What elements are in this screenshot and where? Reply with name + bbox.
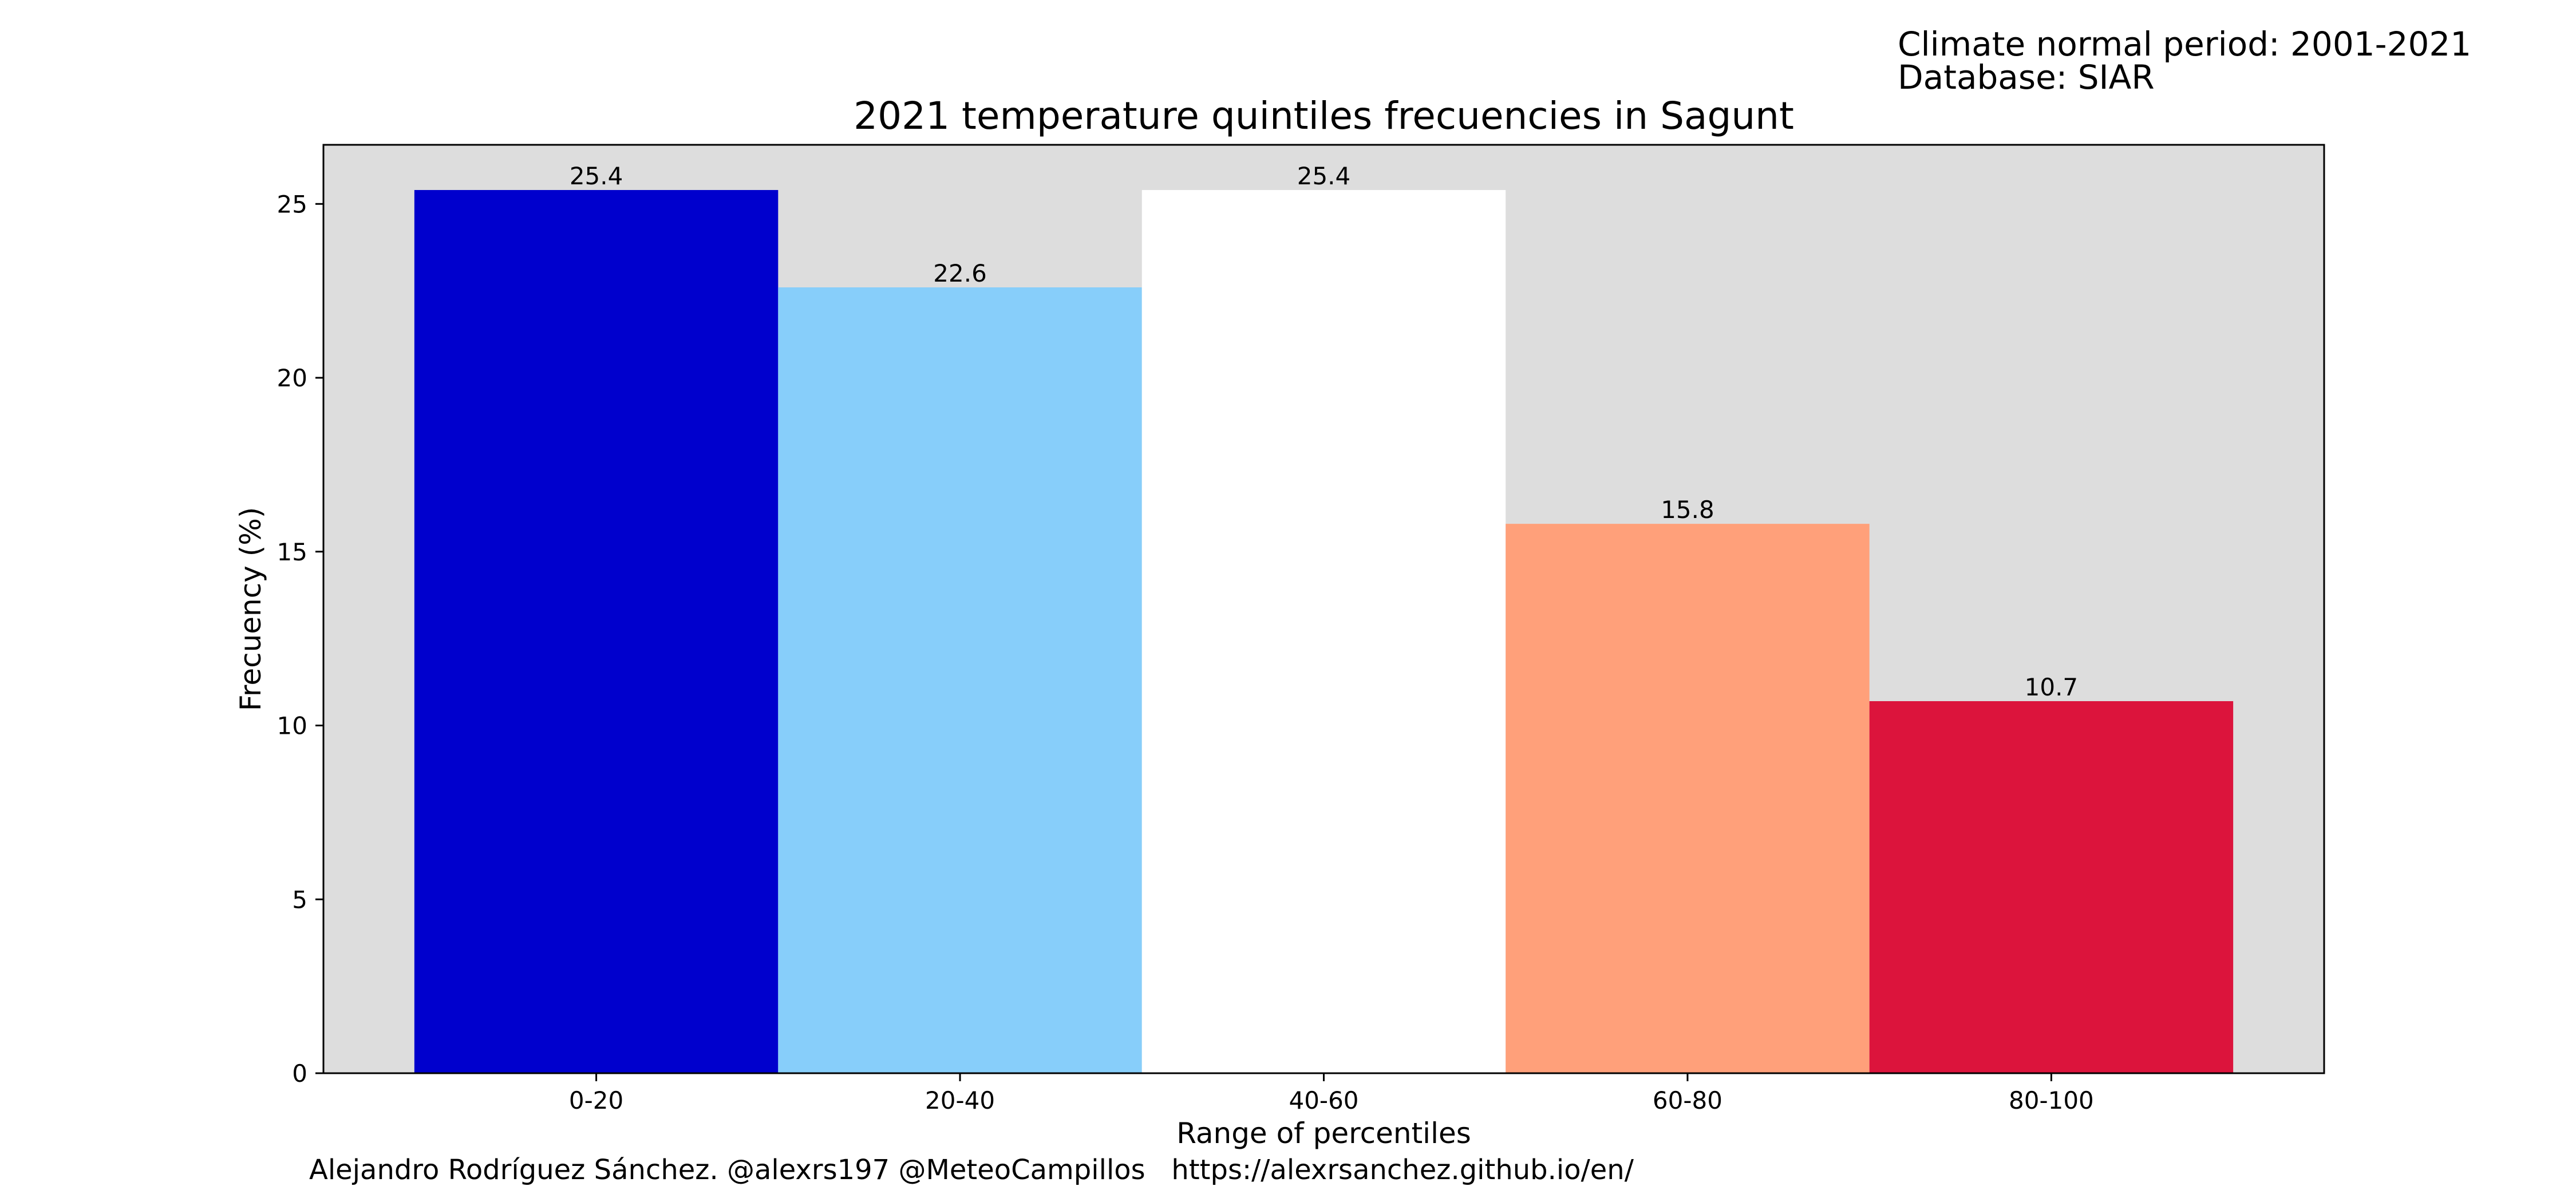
bar-40-60 xyxy=(1141,189,1506,1074)
x-tick-label-60-80: 60-80 xyxy=(1653,1086,1722,1114)
chart-title: 2021 temperature quintiles frecuencies i… xyxy=(854,94,1794,138)
x-axis-label: Range of percentiles xyxy=(1176,1117,1471,1150)
author-credits: Alejandro Rodríguez Sánchez. @alexrs197 … xyxy=(309,1154,1634,1186)
bar-0-20 xyxy=(414,189,779,1074)
y-tick-label-0: 0 xyxy=(292,1059,307,1088)
y-tick-label-20: 20 xyxy=(277,364,307,392)
y-tick-label-5: 5 xyxy=(292,885,307,914)
x-tick-label-40-60: 40-60 xyxy=(1289,1086,1358,1114)
y-axis-label: Frecuency (%) xyxy=(234,507,267,711)
data-label-60-80: 15.8 xyxy=(1661,496,1714,524)
data-label-0-20: 25.4 xyxy=(570,162,623,190)
bar-20-40 xyxy=(778,287,1142,1073)
x-tick-label-20-40: 20-40 xyxy=(925,1086,995,1114)
climate-normal-period-label: Climate normal period: 2001-2021 xyxy=(1898,25,2472,64)
bar-80-100 xyxy=(1869,701,2234,1073)
y-tick-label-15: 15 xyxy=(277,538,307,566)
x-tick-label-80-100: 80-100 xyxy=(2009,1086,2094,1114)
y-tick-label-25: 25 xyxy=(277,190,307,218)
bar-60-80 xyxy=(1506,524,1870,1073)
data-label-40-60: 25.4 xyxy=(1297,162,1351,190)
database-label: Database: SIAR xyxy=(1898,58,2155,97)
data-label-80-100: 10.7 xyxy=(2025,673,2079,701)
y-tick-label-10: 10 xyxy=(277,712,307,740)
data-label-20-40: 22.6 xyxy=(933,259,987,287)
x-tick-label-0-20: 0-20 xyxy=(569,1086,623,1114)
